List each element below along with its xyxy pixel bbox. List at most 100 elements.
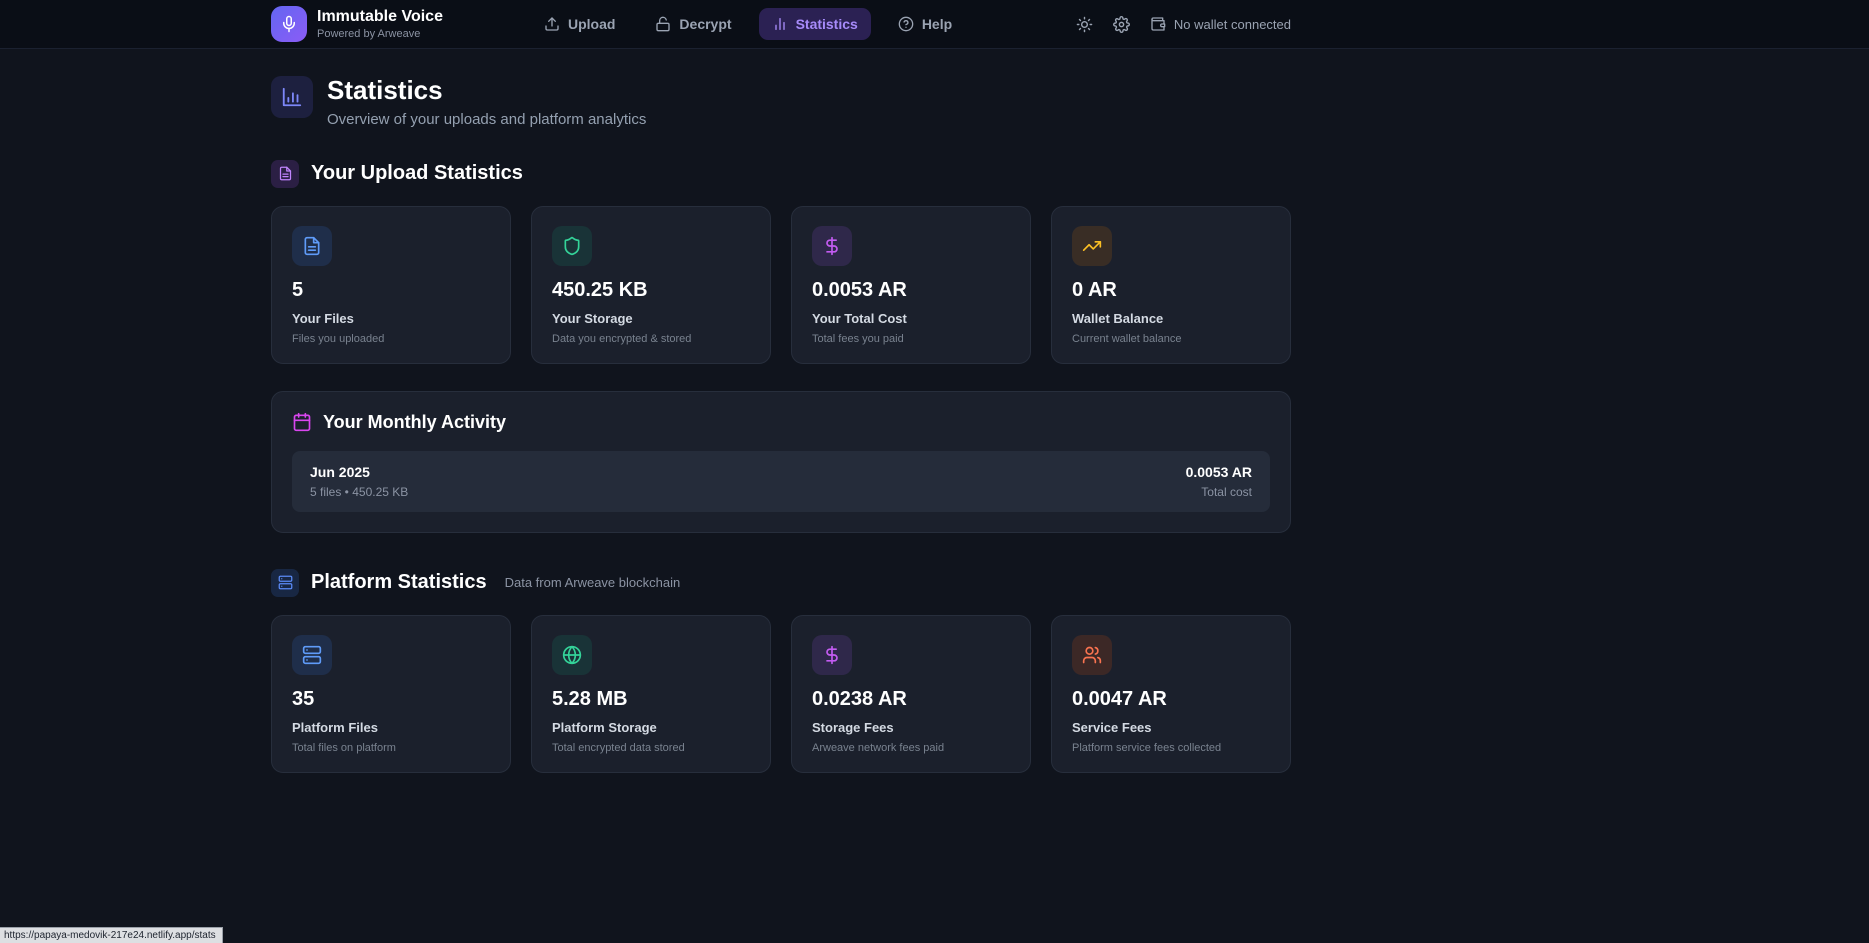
file-icon	[302, 236, 322, 256]
microphone-icon	[280, 15, 298, 33]
wallet-icon	[1150, 16, 1166, 32]
users-icon	[1082, 645, 1102, 665]
stat-label: Your Total Cost	[812, 310, 907, 326]
stat-sublabel: Files you uploaded	[292, 332, 385, 345]
help-icon	[898, 16, 914, 32]
main-content: Statistics Overview of your uploads and …	[271, 49, 1291, 773]
dollar-icon	[822, 645, 842, 665]
month-cost-label: Total cost	[1201, 484, 1252, 499]
stat-sublabel: Total fees you paid	[812, 332, 904, 345]
wallet-status-button[interactable]: No wallet connected	[1150, 16, 1291, 32]
stat-label: Platform Storage	[552, 719, 657, 735]
stat-value: 5	[292, 278, 304, 301]
upload-statistics-section: Your Upload Statistics 5 Your Files File…	[271, 159, 1291, 364]
month-cost: 0.0053 AR	[1185, 463, 1252, 480]
platform-statistics-section-head: Platform Statistics Data from Arweave bl…	[271, 568, 1291, 597]
stat-card-platform-storage: 5.28 MB Platform Storage Total encrypted…	[531, 614, 771, 773]
stat-sublabel: Arweave network fees paid	[812, 741, 945, 754]
nav-help-label: Help	[921, 16, 953, 32]
stat-sublabel: Total files on platform	[292, 741, 396, 754]
shield-icon	[562, 236, 582, 256]
stat-icon-tile	[812, 634, 852, 675]
stat-icon-tile	[552, 225, 592, 266]
stat-icon-tile	[292, 225, 332, 266]
upload-statistics-section-head: Your Upload Statistics	[271, 159, 1291, 188]
sun-icon	[1076, 16, 1093, 33]
stat-icon-tile	[1072, 225, 1112, 266]
stat-label: Service Fees	[1072, 719, 1152, 735]
stat-card-your-files: 5 Your Files Files you uploaded	[271, 205, 511, 364]
upload-stat-cards: 5 Your Files Files you uploaded 450.25 K…	[271, 205, 1291, 364]
section-title: Platform Statistics	[311, 571, 487, 594]
page-title: Statistics	[327, 75, 443, 105]
stat-value: 450.25 KB	[552, 278, 648, 301]
nav-statistics-label: Statistics	[795, 16, 858, 32]
top-bar: Immutable Voice Powered by Arweave Uploa…	[0, 0, 1869, 49]
platform-stat-cards: 35 Platform Files Total files on platfor…	[271, 614, 1291, 773]
nav-statistics[interactable]: Statistics	[758, 8, 871, 40]
nav-decrypt-label: Decrypt	[679, 16, 732, 32]
dollar-icon	[822, 236, 842, 256]
monthly-activity-title: Your Monthly Activity	[323, 411, 507, 432]
gear-icon	[1112, 15, 1130, 33]
top-actions: No wallet connected	[1076, 15, 1291, 33]
statistics-page-icon-tile	[271, 76, 313, 118]
stat-card-storage-fees: 0.0238 AR Storage Fees Arweave network f…	[791, 614, 1031, 773]
file-icon	[278, 166, 293, 181]
upload-stats-icon-tile	[271, 159, 299, 188]
nav-help[interactable]: Help	[885, 8, 965, 40]
stat-label: Wallet Balance	[1072, 310, 1164, 326]
stat-sublabel: Current wallet balance	[1072, 332, 1182, 345]
stat-card-wallet-balance: 0 AR Wallet Balance Current wallet balan…	[1051, 205, 1291, 364]
stat-value: 35	[292, 687, 315, 710]
stat-card-platform-files: 35 Platform Files Total files on platfor…	[271, 614, 511, 773]
monthly-activity-head: Your Monthly Activity	[292, 412, 1270, 433]
month-detail: 5 files • 450.25 KB	[310, 484, 409, 499]
bar-chart-icon	[772, 16, 788, 32]
upload-icon	[544, 16, 560, 32]
link-status-bar: https://papaya-medovik-217e24.netlify.ap…	[0, 927, 223, 943]
month-name: Jun 2025	[310, 463, 370, 480]
nav-decrypt[interactable]: Decrypt	[642, 8, 744, 40]
monthly-activity-card: Your Monthly Activity Jun 2025 5 files •…	[271, 390, 1291, 533]
stat-card-your-total-cost: 0.0053 AR Your Total Cost Total fees you…	[791, 205, 1031, 364]
platform-statistics-section: Platform Statistics Data from Arweave bl…	[271, 568, 1291, 773]
stat-label: Your Files	[292, 310, 354, 326]
bar-chart-icon	[281, 86, 303, 108]
stat-icon-tile	[812, 225, 852, 266]
stat-icon-tile	[552, 634, 592, 675]
page-header: Statistics Overview of your uploads and …	[271, 49, 1291, 128]
brand: Immutable Voice Powered by Arweave	[271, 6, 443, 42]
stat-sublabel: Platform service fees collected	[1072, 741, 1222, 754]
monthly-activity-row: Jun 2025 5 files • 450.25 KB 0.0053 AR T…	[292, 450, 1270, 512]
settings-button[interactable]	[1112, 15, 1130, 33]
globe-icon	[562, 645, 582, 665]
page-subtitle: Overview of your uploads and platform an…	[327, 110, 647, 128]
stat-value: 0.0047 AR	[1072, 687, 1167, 710]
theme-toggle-button[interactable]	[1076, 16, 1093, 33]
stat-card-service-fees: 0.0047 AR Service Fees Platform service …	[1051, 614, 1291, 773]
stat-card-your-storage: 450.25 KB Your Storage Data you encrypte…	[531, 205, 771, 364]
platform-stats-icon-tile	[271, 568, 299, 597]
stat-value: 0.0238 AR	[812, 687, 907, 710]
nav-upload-label: Upload	[567, 16, 616, 32]
stat-label: Your Storage	[552, 310, 633, 326]
wallet-status-label: No wallet connected	[1173, 16, 1291, 32]
stat-value: 0.0053 AR	[812, 278, 907, 301]
nav-upload[interactable]: Upload	[531, 8, 628, 40]
section-title: Your Upload Statistics	[311, 162, 523, 185]
stat-icon-tile	[1072, 634, 1112, 675]
app-logo	[271, 6, 307, 42]
app-subtitle: Powered by Arweave	[317, 28, 421, 41]
stat-value: 0 AR	[1072, 278, 1117, 301]
main-nav: Upload Decrypt Statistics Help	[531, 8, 965, 40]
stat-icon-tile	[292, 634, 332, 675]
server-icon	[278, 575, 293, 590]
server-icon	[302, 645, 322, 665]
app-name: Immutable Voice	[317, 7, 443, 25]
section-subnote: Data from Arweave blockchain	[504, 575, 681, 591]
stat-label: Platform Files	[292, 719, 378, 735]
stat-sublabel: Data you encrypted & stored	[552, 332, 692, 345]
stat-label: Storage Fees	[812, 719, 894, 735]
stat-value: 5.28 MB	[552, 687, 628, 710]
